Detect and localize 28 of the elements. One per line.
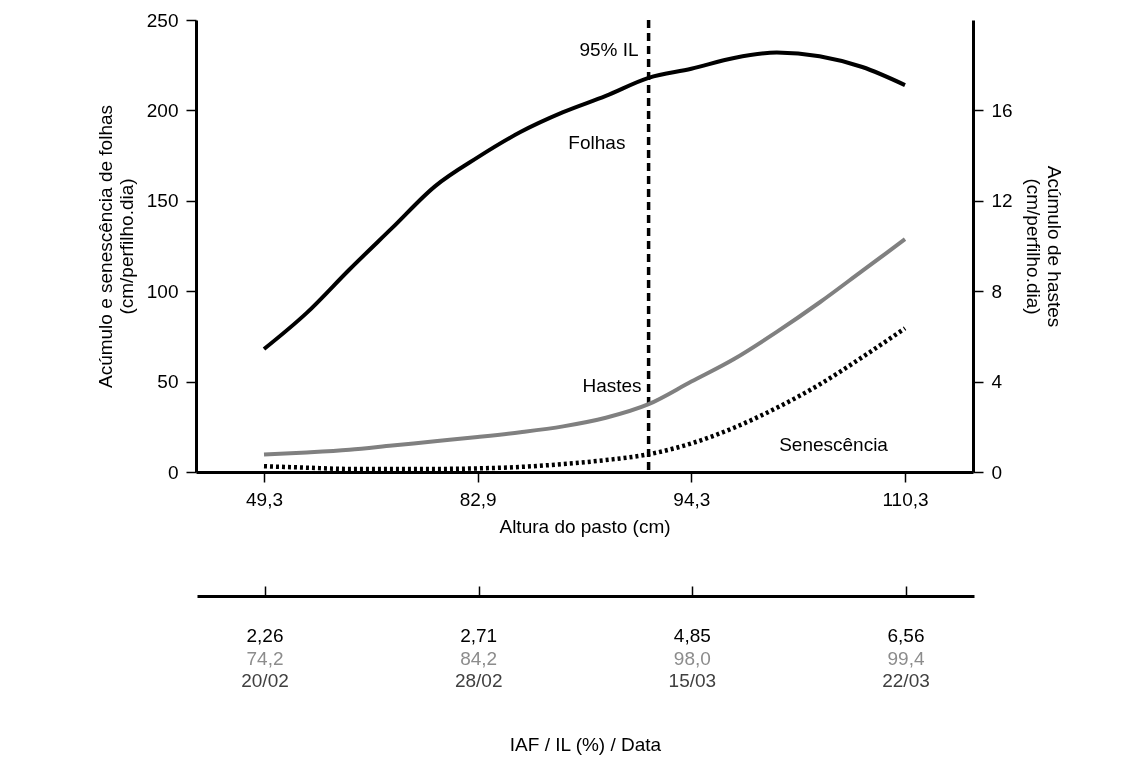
series-label: Folhas [568, 131, 626, 153]
series-label: Hastes [582, 375, 642, 397]
text: IAF / IL (%) / Data [509, 734, 662, 755]
line-series [262, 237, 907, 457]
y-tick-label: 100 [146, 280, 179, 302]
y-tick-label: 200 [146, 99, 179, 121]
y-axis-title: Acúmulo e senescência de folhas (cm/perfilho.dia) [94, 104, 137, 389]
category-label: 6,56 99,4 22/03 [882, 625, 930, 691]
annotation: 95% IL [579, 39, 639, 60]
y-tick-label: 150 [146, 190, 179, 212]
y-tick-label: 250 [146, 9, 179, 31]
y2-tick-label: 16 [991, 99, 1013, 121]
x-tick-label: 110,3 [882, 488, 929, 510]
category-label: 2,71 84,2 28/02 [454, 625, 503, 691]
y-tick-label: 0 [167, 461, 179, 483]
y2-tick-label: 12 [991, 190, 1013, 212]
category-label: 4,85 98,0 15/03 [668, 625, 717, 691]
x-tick-label: 49,3 [246, 488, 283, 510]
y2-tick-label: 4 [991, 371, 1003, 393]
y-tick-label: 50 [157, 371, 179, 393]
series-label: Senescência [779, 434, 889, 456]
x-tick-label: 94,3 [673, 488, 711, 510]
category-label: 2,26 74,2 20/02 [241, 625, 289, 691]
y2-axis-title: Acúmulo de hastes (cm/perfilho.dia) [1022, 165, 1065, 328]
y2-tick-label: 0 [991, 461, 1003, 483]
x-tick-label: 82,9 [459, 488, 497, 510]
y2-tick-label: 8 [991, 280, 1003, 302]
x-axis-title: Altura do pasto (cm) [499, 515, 671, 537]
